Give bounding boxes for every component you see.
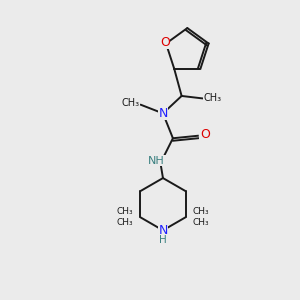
Text: N: N [158,107,168,120]
Text: O: O [200,128,210,141]
Text: CH₃: CH₃ [193,207,209,216]
Text: NH: NH [148,156,165,166]
Text: CH₃: CH₃ [121,98,139,108]
Text: CH₃: CH₃ [117,207,133,216]
Text: CH₃: CH₃ [193,218,209,227]
Text: O: O [160,36,170,49]
Text: N: N [158,224,168,237]
Text: H: H [159,235,167,245]
Text: CH₃: CH₃ [203,93,221,103]
Text: CH₃: CH₃ [117,218,133,227]
